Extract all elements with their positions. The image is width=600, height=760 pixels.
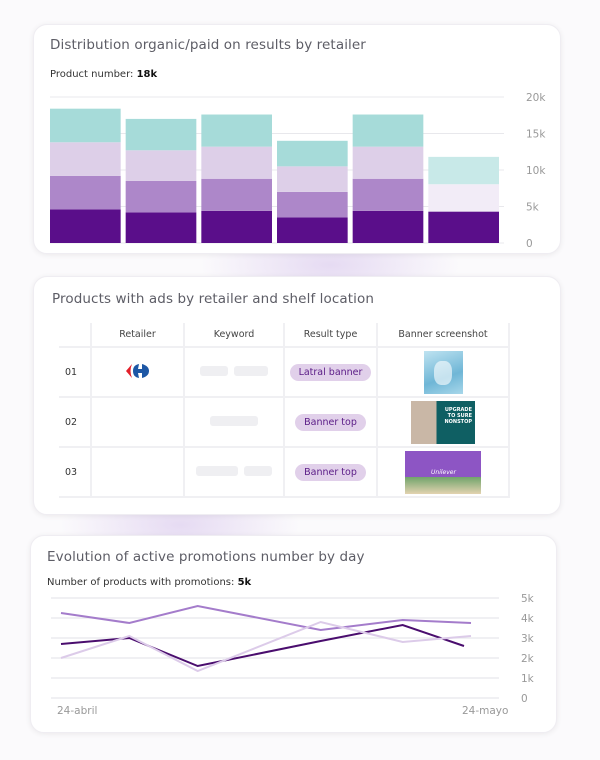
col-result-type: Result type	[283, 323, 377, 348]
x-tick-label: 24-mayo	[462, 705, 508, 717]
bar-segment	[277, 217, 348, 243]
keyword-cell	[183, 447, 284, 498]
y-tick-label: 0	[526, 238, 533, 250]
bar-segment	[201, 178, 272, 211]
row-index: 01	[59, 347, 91, 398]
promotions-card: Evolution of active promotions number by…	[30, 535, 557, 733]
bar-segment	[201, 114, 272, 147]
y-tick-label: 3k	[521, 633, 535, 645]
card-title: Products with ads by retailer and shelf …	[52, 291, 375, 307]
y-tick-label: 4k	[521, 613, 535, 625]
x-tick-label: 24-abril	[57, 705, 97, 717]
row-index: 02	[59, 397, 91, 448]
table-row[interactable]: 03 Banner top Unilever	[59, 447, 510, 498]
bar-segment	[428, 184, 499, 212]
y-tick-label: 10k	[526, 165, 546, 177]
carrefour-logo	[125, 363, 149, 378]
row-index: 03	[59, 447, 91, 498]
y-tick-label: 0	[521, 693, 528, 705]
y-tick-label: 15k	[526, 129, 546, 141]
y-tick-label: 1k	[521, 673, 535, 685]
bar-segment	[352, 114, 424, 147]
bar-segment	[277, 166, 348, 192]
result-type-badge: Latral banner	[289, 363, 372, 381]
bar-segment	[201, 146, 272, 179]
col-index	[59, 323, 91, 348]
card-title: Evolution of active promotions number by…	[47, 549, 365, 565]
series-line	[60, 620, 472, 673]
card-title: Distribution organic/paid on results by …	[50, 37, 366, 53]
bar-segment	[277, 140, 348, 167]
banner-screenshot[interactable]	[423, 350, 463, 394]
bar-segment	[352, 178, 424, 211]
ads-table: Retailer Keyword Result type Banner scre…	[59, 323, 510, 498]
col-keyword: Keyword	[183, 323, 284, 348]
bar-segment	[50, 175, 121, 210]
col-retailer: Retailer	[90, 323, 184, 348]
keyword-cell	[183, 347, 284, 398]
distribution-card: Distribution organic/paid on results by …	[33, 24, 561, 254]
result-type-badge: Banner top	[295, 413, 366, 431]
keyword-cell	[183, 397, 284, 448]
bar-segment	[125, 180, 197, 213]
y-tick-label: 5k	[526, 202, 540, 214]
bar-segment	[50, 142, 121, 176]
stacked-bar-chart: 0 5k 10k 15k 20k	[50, 92, 546, 250]
result-type-badge: Banner top	[295, 463, 366, 481]
bar-segment	[125, 212, 197, 243]
bar-segment	[428, 156, 499, 185]
y-tick-label: 20k	[526, 92, 546, 104]
retailer-cell	[90, 447, 184, 498]
retailer-cell	[90, 347, 184, 398]
banner-screenshot[interactable]: UPGRADE TO SURE NONSTOP	[411, 400, 475, 444]
retailer-cell	[90, 397, 184, 448]
table-row[interactable]: 02 Banner top UPGRADE TO SURE NONSTOP	[59, 397, 510, 448]
table-row[interactable]: 01 Latral banner	[59, 347, 510, 398]
y-tick-label: 5k	[521, 593, 535, 605]
bar-segment	[125, 118, 197, 151]
banner-screenshot[interactable]: Unilever	[405, 450, 481, 494]
y-tick-label: 2k	[521, 653, 535, 665]
bar-segment	[277, 191, 348, 218]
col-banner: Banner screenshot	[376, 323, 510, 348]
promotions-count: Number of products with promotions: 5k	[47, 577, 252, 588]
bar-segment	[352, 146, 424, 179]
ads-card: Products with ads by retailer and shelf …	[33, 276, 561, 515]
series-line	[60, 604, 472, 632]
line-chart: 0 1k 2k 3k 4k 5k 24-abril 24-mayo	[51, 593, 535, 717]
bar-segment	[201, 210, 272, 243]
product-number: Product number: 18k	[50, 69, 158, 80]
bar-segment	[125, 150, 197, 181]
bar-segment	[352, 210, 424, 243]
bar-segment	[428, 211, 499, 243]
bar-segment	[50, 108, 121, 143]
bar-segment	[50, 209, 121, 243]
